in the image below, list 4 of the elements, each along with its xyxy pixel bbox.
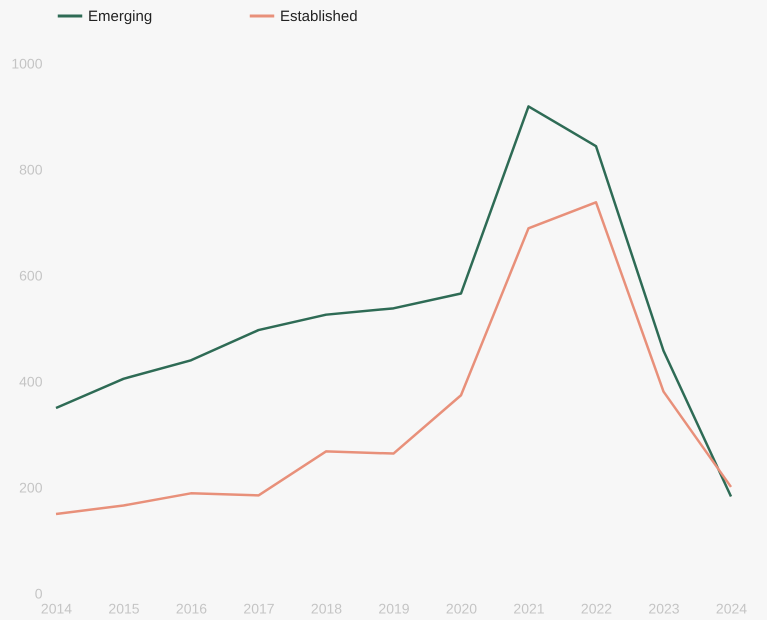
legend-label: Emerging	[88, 8, 152, 25]
line-series	[54, 105, 732, 498]
line-series	[54, 201, 732, 516]
legend-label: Established	[280, 8, 358, 25]
